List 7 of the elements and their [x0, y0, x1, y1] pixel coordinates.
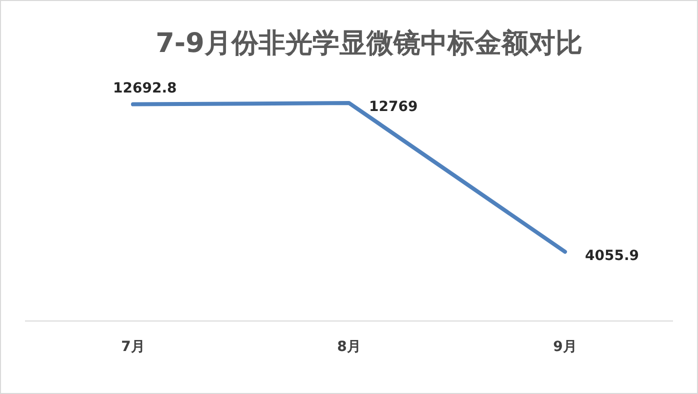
x-tick-label: 9月	[553, 339, 577, 355]
x-tick-label: 7月	[121, 339, 145, 355]
data-label: 4055.9	[585, 248, 640, 264]
x-tick-label: 8月	[337, 339, 361, 355]
data-label: 12692.8	[113, 80, 177, 96]
chart-title: 7-9月份非光学显微镜中标金额对比	[156, 28, 582, 59]
data-label: 12769	[369, 99, 418, 115]
